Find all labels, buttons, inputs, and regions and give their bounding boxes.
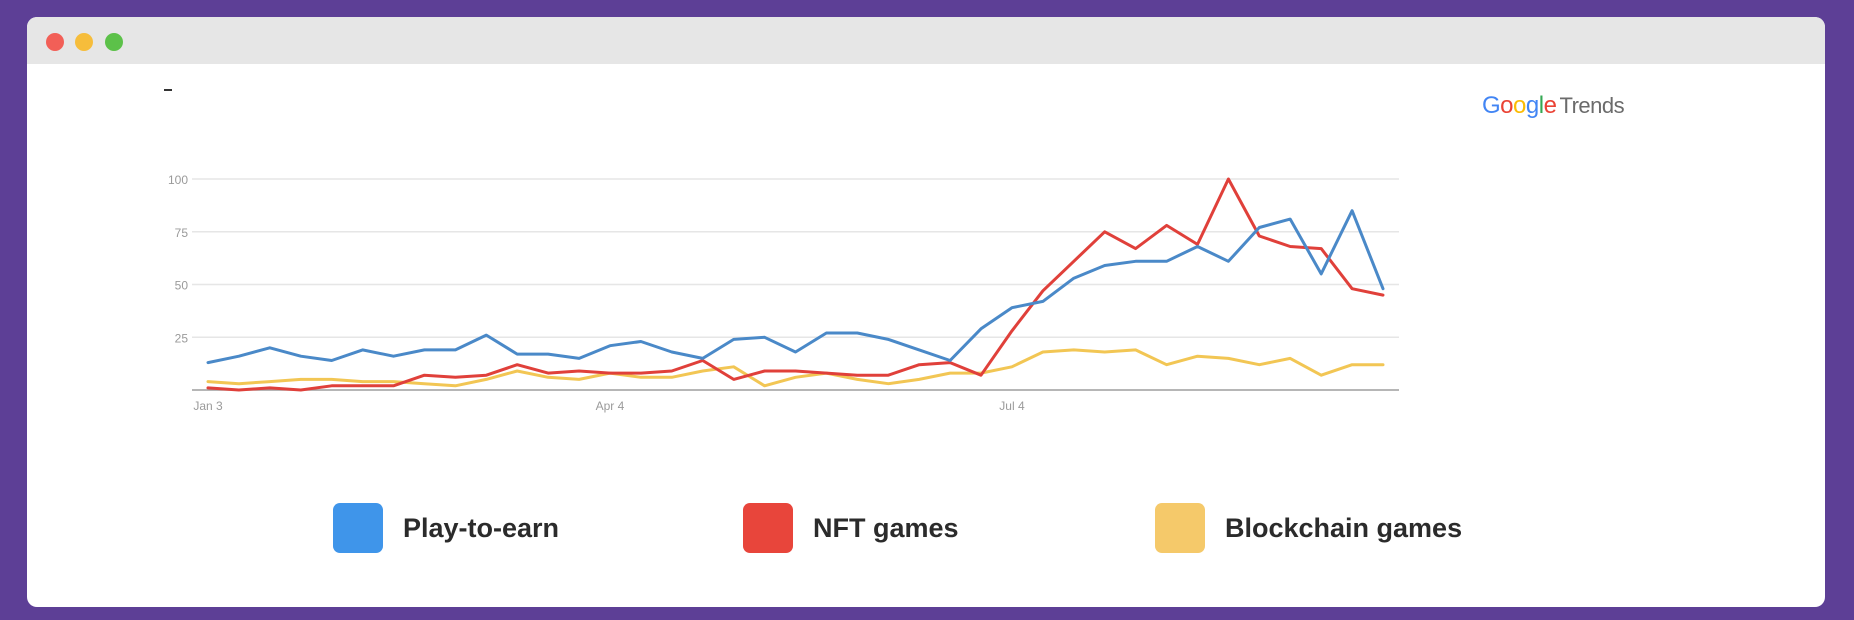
x-tick-label: Apr 4: [596, 399, 625, 413]
logo-trends-text: Trends: [1559, 93, 1625, 118]
series-line-play-to-earn: [206, 209, 1385, 365]
legend-label: NFT games: [813, 512, 959, 543]
logo-letter: G: [1482, 92, 1501, 119]
maximize-window-button[interactable]: [105, 33, 123, 51]
logo-letter: o: [1500, 92, 1514, 119]
close-window-button[interactable]: [46, 33, 64, 51]
legend-label: Blockchain games: [1225, 512, 1463, 543]
series-line-nft-games: [206, 177, 1385, 392]
trends-line-chart: 100 75 50 25 Jan 3 Apr 4 Jul 4: [168, 173, 1399, 413]
logo-letter: g: [1525, 92, 1539, 119]
legend-item-blockchain-games: Blockchain games: [1155, 503, 1462, 553]
logo-letter: o: [1513, 92, 1526, 119]
legend-swatch-red: [743, 503, 793, 553]
x-tick-label: Jan 3: [193, 399, 223, 413]
google-trends-logo: Google Trends: [1482, 92, 1625, 120]
y-tick-label: 75: [175, 226, 189, 240]
browser-window: Google Trends 100 75 50 25 Jan 3 Apr 4 Jul 4 Pl…: [27, 17, 1825, 607]
logo-letter: l: [1538, 92, 1544, 119]
logo-letter: e: [1543, 92, 1557, 119]
legend-item-play-to-earn: Play-to-earn: [333, 503, 559, 553]
legend-swatch-blue: [333, 503, 383, 553]
window-titlebar: [27, 17, 1825, 64]
decorative-dash: [164, 89, 172, 91]
x-tick-label: Jul 4: [999, 399, 1025, 413]
legend-swatch-yellow: [1155, 503, 1205, 553]
legend-label: Play-to-earn: [403, 512, 560, 543]
minimize-window-button[interactable]: [75, 33, 93, 51]
y-tick-label: 100: [168, 173, 188, 187]
y-tick-label: 25: [175, 331, 189, 345]
y-tick-label: 50: [175, 279, 189, 293]
legend-item-nft-games: NFT games: [743, 503, 959, 553]
